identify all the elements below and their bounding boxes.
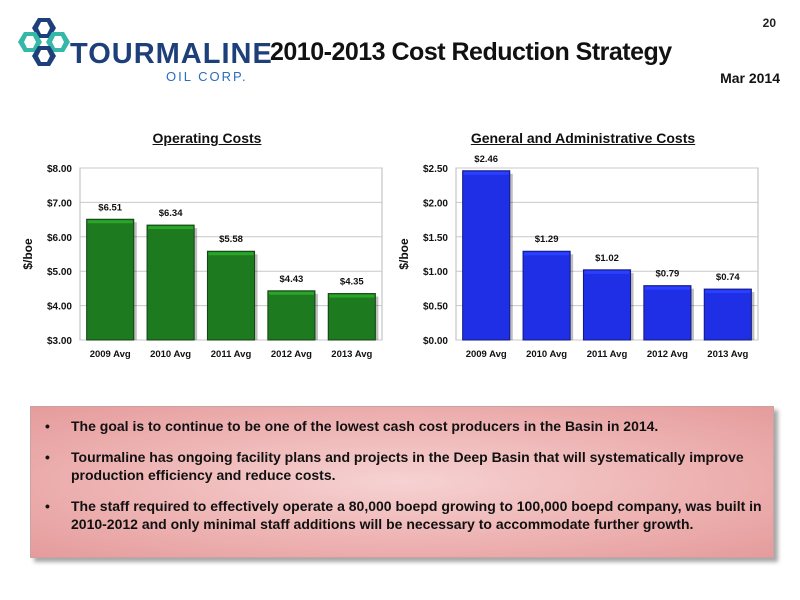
x-tick-label: 2009 Avg: [466, 349, 507, 360]
bar-value-label: $6.51: [98, 202, 122, 213]
bar: [267, 290, 316, 341]
x-tick-label: 2013 Avg: [707, 349, 748, 360]
operating-costs-chart: Operating Costs $3.00 $4.00 $5.00 $6.00 $7.0…: [12, 120, 402, 370]
bar-highlight: [524, 252, 570, 256]
brand-subtitle: OIL CORP.: [166, 69, 248, 84]
ga-costs-chart: General and Administrative Costs $0.00 $0…: [388, 120, 778, 370]
bullet-item: • Tourmaline has ongoing facility plans a…: [43, 448, 763, 484]
bar: [146, 224, 195, 341]
x-tick-label: 2011 Avg: [587, 349, 628, 360]
bar-highlight: [705, 290, 751, 294]
bar: [206, 250, 256, 341]
bar: [327, 293, 376, 341]
page-number: 20: [762, 16, 776, 30]
x-tick-label: 2013 Avg: [331, 349, 372, 360]
bar-highlight: [644, 286, 690, 290]
y-tick-label: $1.50: [423, 233, 448, 244]
y-tick-label: $2.00: [423, 198, 448, 209]
page-title: 2010-2013 Cost Reduction Strategy: [270, 38, 672, 66]
tourmaline-logo: TOURMALINE OIL CORP.: [18, 12, 272, 84]
bar: [582, 269, 632, 341]
y-tick-label: $2.50: [423, 164, 448, 175]
ga-costs-title: General and Administrative Costs: [470, 130, 696, 146]
bar-value-label: $0.74: [716, 272, 740, 283]
y-axis-label: $/boe: [397, 238, 411, 270]
y-tick-label: $1.00: [423, 267, 448, 278]
bar-value-label: $5.58: [219, 234, 243, 245]
y-tick-label: $0.00: [423, 336, 448, 347]
bullet-text: The goal is to continue to be one of the…: [71, 418, 659, 434]
x-tick-label: 2012 Avg: [647, 349, 688, 360]
operating-costs-title: Operating Costs: [152, 130, 262, 146]
bullet-icon: •: [45, 449, 50, 465]
bar-value-label: $4.35: [340, 277, 364, 288]
bullet-icon: •: [45, 498, 50, 514]
x-tick-label: 2010 Avg: [150, 349, 191, 360]
bar: [86, 218, 135, 341]
bar-value-label: $2.46: [474, 154, 498, 165]
bar-value-label: $1.29: [535, 234, 559, 245]
bullet-item: • The goal is to continue to be one of th…: [43, 417, 763, 435]
bullet-text: Tourmaline has ongoing facility plans an…: [71, 449, 744, 483]
bullet-text: The staff required to effectively operat…: [71, 498, 762, 532]
bar: [643, 285, 692, 341]
bar: [462, 170, 511, 341]
summary-callout: • The goal is to continue to be one of th…: [30, 406, 774, 558]
bar-highlight: [463, 171, 509, 175]
ga-costs-plot: $0.00 $0.50 $1.00 $1.50 $2.00 $2.50 $/boe $2.46…: [397, 154, 759, 360]
bar-highlight: [268, 291, 314, 295]
bullet-item: • The staff required to effectively opera…: [43, 497, 763, 533]
bar-value-label: $6.34: [159, 208, 183, 219]
bar-highlight: [329, 294, 375, 298]
bullet-list: • The goal is to continue to be one of th…: [31, 407, 773, 533]
bar: [703, 288, 752, 341]
bar-highlight: [584, 270, 630, 274]
operating-costs-plot: $3.00 $4.00 $5.00 $6.00 $7.00 $8.00 $/boe $6.51…: [21, 164, 383, 360]
brand-name: TOURMALINE: [70, 38, 273, 70]
x-tick-label: 2010 Avg: [526, 349, 567, 360]
y-tick-label: $5.00: [47, 267, 72, 278]
bar: [522, 250, 571, 341]
y-tick-label: $8.00: [47, 164, 72, 175]
y-axis-label: $/boe: [21, 238, 35, 270]
bar-value-label: $0.79: [656, 269, 680, 280]
y-tick-label: $7.00: [47, 198, 72, 209]
y-tick-label: $6.00: [47, 233, 72, 244]
bar-highlight: [87, 220, 133, 224]
y-tick-label: $4.00: [47, 302, 72, 313]
hexagon-logo-icon: [18, 18, 70, 66]
bar-highlight: [148, 226, 194, 230]
x-tick-label: 2009 Avg: [90, 349, 131, 360]
bar-value-label: $1.02: [595, 253, 619, 264]
y-tick-label: $3.00: [47, 336, 72, 347]
date-label: Mar 2014: [720, 70, 780, 86]
bar-highlight: [208, 252, 254, 256]
x-tick-label: 2012 Avg: [271, 349, 312, 360]
x-tick-label: 2011 Avg: [211, 349, 252, 360]
y-tick-label: $0.50: [423, 302, 448, 313]
bar-value-label: $4.43: [280, 274, 304, 285]
bullet-icon: •: [45, 418, 50, 434]
